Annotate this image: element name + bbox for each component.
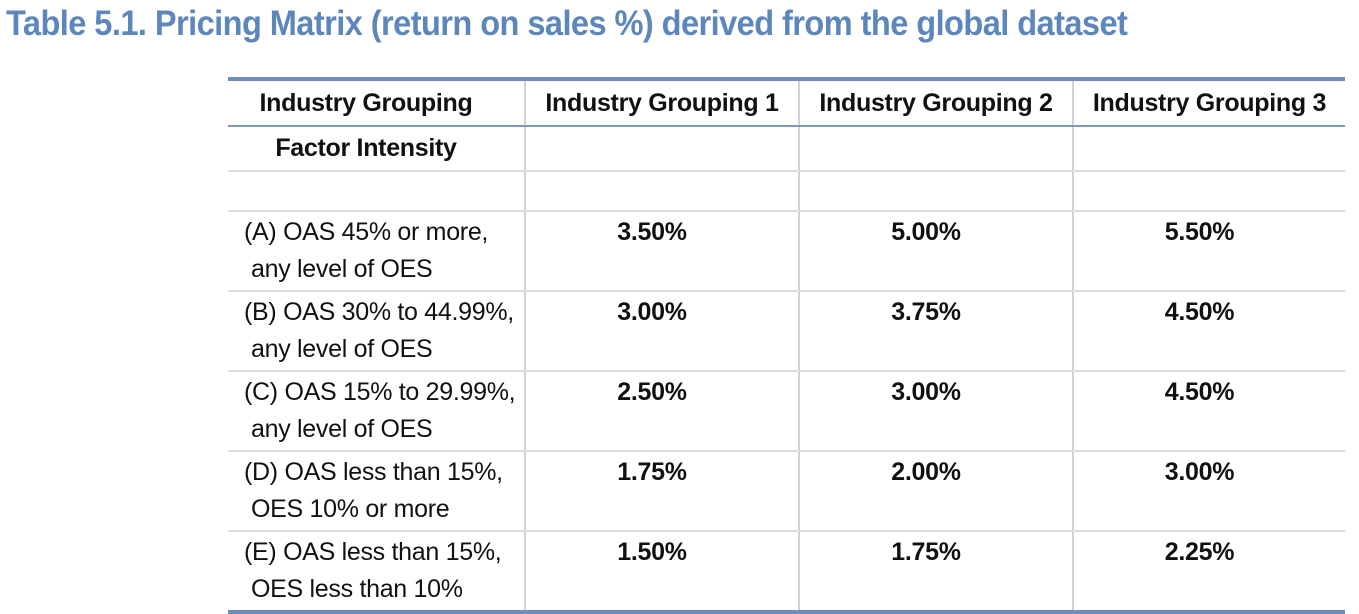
header-industry-grouping-1: Industry Grouping 1: [524, 81, 799, 127]
row-label: (E) OAS less than 15%, OES less than 10%: [244, 538, 502, 603]
pricing-matrix-table: Industry Grouping Industry Grouping 1 In…: [228, 77, 1345, 614]
subheader-factor-intensity: Factor Intensity: [228, 126, 525, 172]
cell-value: 5.00%: [798, 211, 1073, 292]
cell-value: 1.75%: [524, 451, 799, 532]
row-label: (B) OAS 30% to 44.99%, any level of OES: [228, 291, 525, 372]
cell-value: 3.00%: [798, 371, 1073, 452]
table-row: (E) OAS less than 15%, OES less than 10%…: [228, 531, 1345, 612]
cell-value: 2.00%: [798, 451, 1073, 532]
cell-value: 4.50%: [1072, 371, 1345, 452]
table-row: (B) OAS 30% to 44.99%, any level of OES …: [228, 291, 1345, 372]
table-row: (A) OAS 45% or more, any level of OES 3.…: [228, 211, 1345, 292]
table-row: (C) OAS 15% to 29.99%, any level of OES …: [228, 371, 1345, 452]
cell-value: 2.25%: [1072, 531, 1345, 612]
page-title: Table 5.1. Pricing Matrix (return on sal…: [6, 4, 1128, 43]
cell-value: 4.50%: [1072, 291, 1345, 372]
cell-value: 3.50%: [524, 211, 799, 292]
cell-value: 1.50%: [524, 531, 799, 612]
header-industry-grouping-3: Industry Grouping 3: [1072, 81, 1345, 127]
cell-value: 3.00%: [1072, 451, 1345, 532]
row-label: (C) OAS 15% to 29.99%, any level of OES: [228, 371, 525, 452]
table-row: (D) OAS less than 15%, OES 10% or more 1…: [228, 451, 1345, 532]
cell-value: 2.50%: [524, 371, 799, 452]
row-label: (A) OAS 45% or more, any level of OES: [228, 211, 525, 292]
table-header-row: Industry Grouping Industry Grouping 1 In…: [228, 81, 1345, 127]
header-row-label: Industry Grouping: [228, 81, 525, 127]
cell-value: 1.75%: [798, 531, 1073, 612]
table-spacer-row: [228, 171, 1345, 212]
row-label: (D) OAS less than 15%, OES 10% or more: [228, 451, 525, 532]
cell-value: 3.00%: [524, 291, 799, 372]
cell-value: 5.50%: [1072, 211, 1345, 292]
table-subheader-row: Factor Intensity: [228, 126, 1345, 172]
cell-value: 3.75%: [798, 291, 1073, 372]
header-industry-grouping-2: Industry Grouping 2: [798, 81, 1073, 127]
